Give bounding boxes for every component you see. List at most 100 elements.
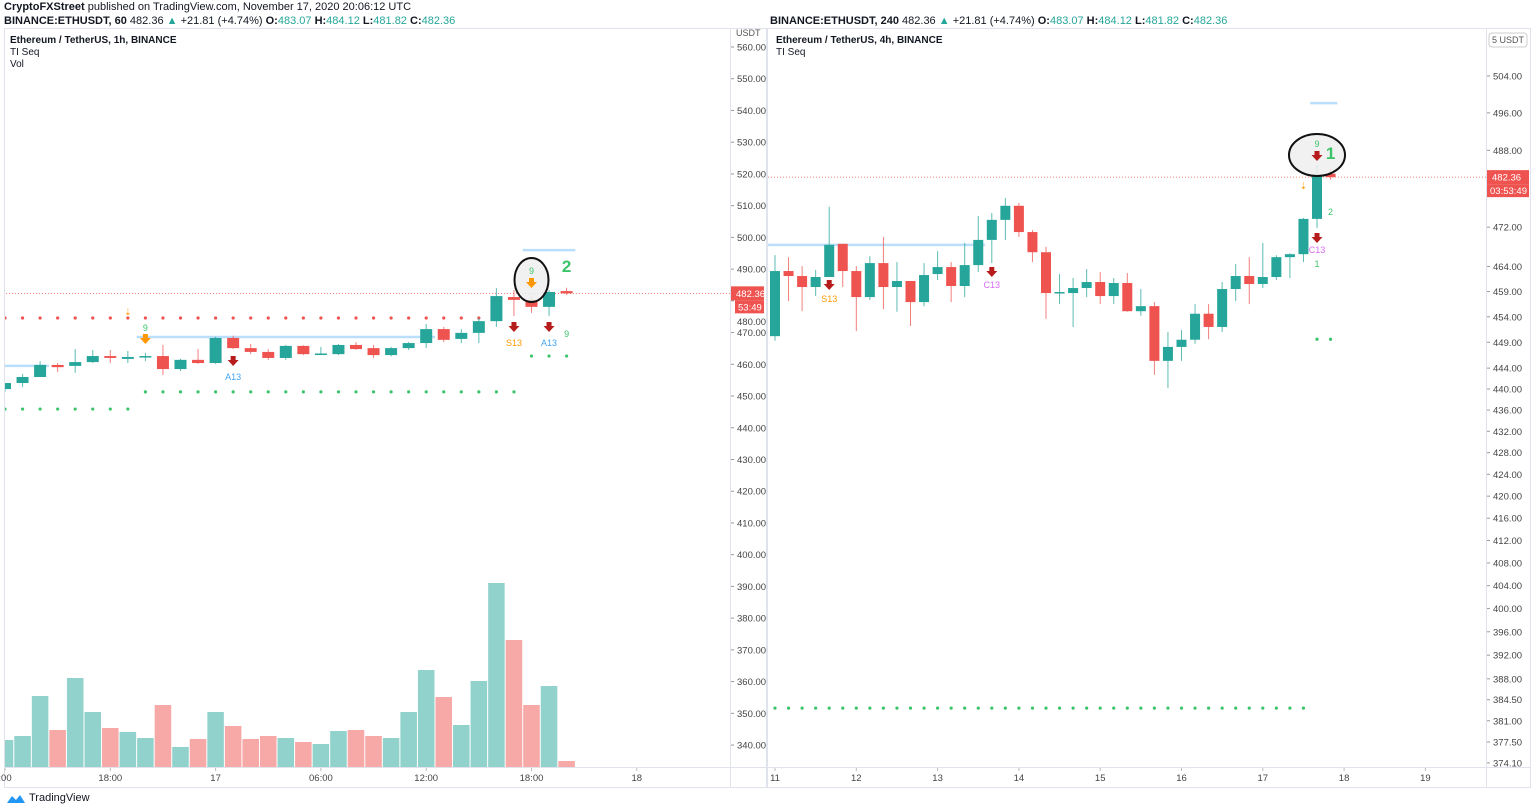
candle-body — [560, 291, 573, 294]
candle — [174, 358, 187, 371]
candle-body — [905, 281, 916, 303]
open-label: O: — [265, 15, 278, 27]
red-td-dot — [196, 316, 200, 320]
green-td-dot — [266, 390, 270, 394]
candle — [797, 266, 808, 312]
arrow-down-icon — [986, 267, 998, 277]
price-tick-label: 392.00 — [1493, 651, 1522, 662]
candle — [783, 257, 794, 302]
price-tick-label: 424.00 — [1493, 470, 1522, 481]
candle-body — [1298, 218, 1309, 255]
candle-body — [973, 239, 984, 266]
price-tick-label: 374.10 — [1493, 758, 1522, 769]
legend-title[interactable]: Ethereum / TetherUS, 4h, BINANCE — [776, 35, 943, 46]
candle-body — [1162, 346, 1173, 361]
candle-body — [104, 356, 117, 358]
legend-title[interactable]: Ethereum / TetherUS, 1h, BINANCE — [10, 35, 177, 46]
green-td-dot — [1328, 337, 1333, 341]
green-td-dot — [1207, 706, 1211, 710]
volume-bar — [259, 736, 277, 767]
candle-body — [959, 265, 970, 287]
price-tick-label: 381.00 — [1493, 716, 1522, 727]
change: +21.81 (+4.74%) — [952, 15, 1035, 27]
red-td-dot — [354, 316, 358, 320]
tradingview-cloud-icon — [7, 795, 25, 803]
green-td-dot — [936, 706, 940, 710]
green-td-dot — [1179, 706, 1184, 710]
price-axis-1h[interactable]: 560.00 550.00 540.00 530.00 520.00 510.00 500.… — [0, 43, 766, 785]
price-tick-label: 420.00 — [1493, 492, 1522, 503]
candle-body — [770, 271, 780, 337]
candle — [34, 361, 47, 377]
green-td-dot — [773, 706, 777, 710]
green-td-dot — [284, 390, 288, 394]
candle — [156, 344, 169, 376]
symbol[interactable]: BINANCE:ETHUSDT, 240 — [770, 15, 899, 27]
green-td-dot — [1030, 706, 1035, 710]
green-td-dot — [1247, 706, 1251, 710]
price-badge-text: 482.36 — [1492, 173, 1521, 184]
legend-indicator[interactable]: Vol — [10, 59, 24, 70]
candle-body — [1054, 292, 1065, 294]
candle — [332, 343, 345, 356]
candle-body — [332, 344, 345, 355]
candle — [192, 349, 205, 364]
candle — [420, 324, 433, 349]
td-label: 1 — [1326, 144, 1335, 163]
countdown-badge — [1487, 184, 1529, 198]
candle — [262, 349, 275, 360]
green-td-dot — [20, 407, 25, 411]
volume-bar — [453, 725, 470, 767]
candle — [1244, 257, 1255, 305]
candle-body — [402, 343, 415, 349]
candle-body — [244, 348, 257, 352]
time-tick-label: :00 — [0, 773, 12, 784]
green-td-dot — [1288, 706, 1292, 710]
candle — [5, 383, 11, 392]
publisher-name[interactable]: CryptoFXStreet — [4, 1, 85, 13]
symbol[interactable]: BINANCE:ETHUSDT, 60 — [4, 15, 127, 27]
green-td-dot — [459, 390, 463, 394]
candle — [986, 213, 997, 264]
price-badge — [1487, 170, 1529, 185]
candle — [1162, 332, 1173, 388]
candle — [1081, 269, 1092, 298]
price-axis-4h[interactable]: 504.00 496.00 488.00 472.00 464.00 459.00 454.… — [770, 72, 1529, 785]
price-tick-label: 440.00 — [1493, 384, 1522, 395]
candle-body — [192, 359, 205, 364]
volume-bar — [540, 686, 558, 767]
legend-1h: Ethereum / TetherUS, 1h, BINANCE TI Seq … — [10, 35, 177, 71]
price-tick-label: 404.00 — [1493, 581, 1522, 592]
candle — [139, 352, 152, 362]
currency-box[interactable] — [1488, 32, 1528, 48]
price-badge — [731, 286, 764, 301]
low-label: L: — [362, 15, 374, 27]
candle — [1190, 304, 1201, 344]
candle — [851, 266, 862, 332]
red-td-dot — [56, 316, 60, 320]
legend-indicator[interactable]: TI Seq — [10, 47, 40, 58]
candle-body — [525, 299, 538, 307]
td-label: 9 — [529, 266, 534, 276]
green-td-dot — [1057, 706, 1062, 710]
red-td-dot — [284, 316, 288, 320]
candle-body — [51, 364, 64, 368]
td-label: 9 — [564, 329, 569, 339]
candle — [367, 344, 380, 358]
green-td-dot — [73, 407, 77, 411]
candle-body — [455, 332, 468, 339]
td-label: S13 — [821, 294, 837, 304]
price-tick-label: 504.00 — [1493, 72, 1522, 83]
arrow-down-icon — [1311, 233, 1323, 243]
legend-indicator[interactable]: TI Seq — [776, 47, 806, 58]
price-tick-label: 370.00 — [737, 645, 766, 656]
plot-area-1h[interactable]: ⇣ 9 A13 S13 A13 9 9 2 — [0, 248, 730, 767]
candle — [297, 345, 310, 356]
green-td-dot — [547, 354, 551, 358]
candle — [1122, 273, 1133, 312]
time-tick-label: 12:00 — [414, 773, 438, 784]
candle — [385, 346, 398, 357]
tradingview-logo[interactable]: TradingView — [6, 792, 90, 804]
